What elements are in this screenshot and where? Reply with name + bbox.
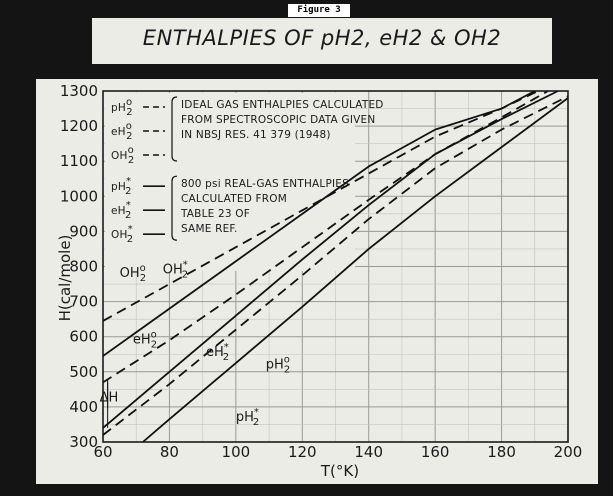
series-group [102,90,569,443]
y-tick-label: 1000 [60,187,98,205]
series-line [102,95,569,436]
x-tick-label: 200 [554,443,583,461]
x-tick-label: 160 [421,443,450,461]
x-tick-label: 120 [288,443,317,461]
legend-description: TABLE 23 OF [180,208,250,220]
y-tick-label: 300 [69,433,98,451]
x-axis-label: T(°K) [320,462,359,480]
legend-bracket [171,96,178,162]
curve-label: OHo 2 [120,263,147,284]
y-tick-label: 400 [69,398,98,416]
legend-background [105,93,355,271]
x-tick-label: 100 [222,443,251,461]
y-tick-label: 1200 [60,117,98,135]
y-tick-label: 700 [69,293,98,311]
curve-label: OH* 2 [163,260,188,281]
legend-description: 800 psi REAL-GAS ENTHALPIES [181,178,349,190]
legend-entry-symbol: pHo 2 [111,97,133,118]
y-axis-label: H(cal/mole) [56,235,74,322]
series-line [142,97,569,443]
y-tick-label: 600 [69,328,98,346]
curve-label: pHo 2 [266,354,291,375]
curve-label: eHo 2 [133,330,157,351]
x-tick-label: 60 [93,443,112,461]
axes-group: 60 80 100 120 140 160 180 200 300 400 500 600 700 800… [60,82,583,461]
legend-entry-symbol: eH* 2 [111,200,132,221]
curve-label: eH* 2 [206,342,229,363]
legend-description: FROM SPECTROSCOPIC DATA GIVEN [181,114,375,126]
figure-label: Figure 3 [288,4,350,17]
y-tick-label: 1300 [60,82,98,100]
series-line [102,90,536,357]
legend: pHo 2 eHo 2 OHo 2 IDEAL GAS ENTHALPIES CALCULA… [105,93,384,271]
y-tick-label: 800 [69,258,98,276]
legend-description: CALCULATED FROM [181,193,287,205]
legend-entry-symbol: OHo 2 [111,145,134,166]
chart-title: ENTHALPIES OF pH2, eH2 & OH2 [142,26,502,50]
title-band [92,18,552,64]
curve-labels: OHo 2 OH* 2 eHo 2 eH* 2 pHo 2 pH* 2 ΔH [100,260,291,428]
y-tick-label: 900 [69,222,98,240]
y-tick-label: 1100 [60,152,98,170]
x-tick-label: 140 [354,443,383,461]
legend-bracket [171,175,178,241]
x-tick-label: 80 [160,443,179,461]
legend-entry-symbol: pH* 2 [111,176,132,197]
legend-description: SAME REF. [181,223,238,235]
y-tick-label: 500 [69,363,98,381]
series-line [102,90,539,322]
legend-entry-symbol: OH* 2 [111,224,133,245]
legend-description: IDEAL GAS ENTHALPIES CALCULATED [181,99,384,111]
legend-entry-symbol: eHo 2 [111,121,133,142]
plot-frame [102,90,569,443]
curve-label: pH* 2 [236,407,259,428]
x-tick-label: 180 [487,443,516,461]
delta-h-label: ΔH [100,390,119,405]
series-line [102,90,559,429]
legend-description: IN NBSJ RES. 41 379 (1948) [181,129,331,141]
series-line [102,90,549,384]
